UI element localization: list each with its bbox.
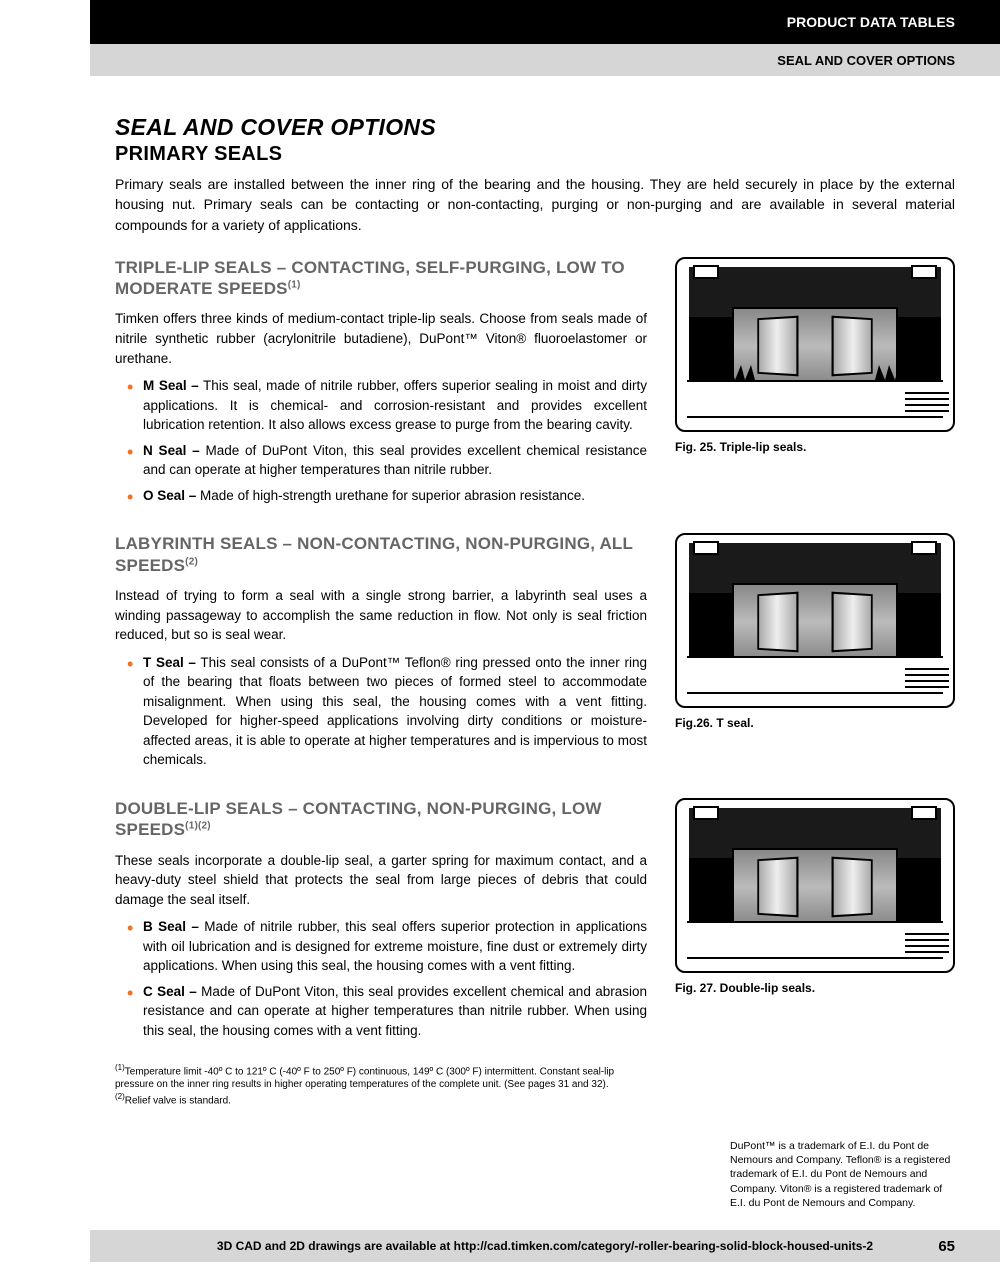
section-labyrinth: LABYRINTH SEALS – NON-CONTACTING, NON-PU… (115, 533, 955, 776)
figure-caption: Fig.26. T seal. (675, 716, 955, 730)
bullet-label: T Seal – (143, 655, 196, 670)
heading-sup: (2) (185, 556, 198, 567)
bullet-text: This seal, made of nitrile rubber, offer… (143, 378, 647, 432)
section-body: Timken offers three kinds of medium-cont… (115, 309, 647, 368)
list-item: M Seal – This seal, made of nitrile rubb… (127, 376, 647, 435)
header-black-bar: PRODUCT DATA TABLES (90, 0, 1000, 44)
figure-triple-lip (675, 257, 955, 432)
section-triple-lip: TRIPLE-LIP SEALS – CONTACTING, SELF-PURG… (115, 257, 955, 512)
figure-caption: Fig. 25. Triple-lip seals. (675, 440, 955, 454)
list-item: B Seal – Made of nitrile rubber, this se… (127, 917, 647, 976)
bullet-text: Made of nitrile rubber, this seal offers… (143, 919, 647, 973)
list-item: T Seal – This seal consists of a DuPont™… (127, 653, 647, 770)
section-heading: TRIPLE-LIP SEALS – CONTACTING, SELF-PURG… (115, 257, 647, 300)
trademark-note: DuPont™ is a trademark of E.I. du Pont d… (730, 1139, 955, 1210)
heading-text: LABYRINTH SEALS – NON-CONTACTING, NON-PU… (115, 534, 633, 574)
figure-t-seal (675, 533, 955, 708)
heading-sup: (1)(2) (185, 821, 211, 832)
bullet-text: This seal consists of a DuPont™ Teflon® … (143, 655, 647, 768)
footnote-1: (1)Temperature limit -40º C to 121º C (-… (115, 1063, 635, 1092)
bullet-label: O Seal – (143, 488, 196, 503)
bullet-list: B Seal – Made of nitrile rubber, this se… (115, 917, 647, 1040)
bullet-list: T Seal – This seal consists of a DuPont™… (115, 653, 647, 770)
bullet-label: M Seal – (143, 378, 199, 393)
bullet-label: N Seal – (143, 443, 200, 458)
bullet-text: Made of DuPont Viton, this seal provides… (143, 443, 647, 478)
page-content: SEAL AND COVER OPTIONS PRIMARY SEALS Pri… (0, 76, 1000, 1108)
heading-sup: (1) (288, 279, 301, 290)
section-body: These seals incorporate a double-lip sea… (115, 851, 647, 910)
sub-title: PRIMARY SEALS (115, 143, 955, 166)
page-number: 65 (938, 1238, 955, 1255)
figure-double-lip (675, 798, 955, 973)
bullet-text: Made of DuPont Viton, this seal provides… (143, 984, 647, 1038)
footnotes: (1)Temperature limit -40º C to 121º C (-… (115, 1063, 635, 1108)
figure-caption: Fig. 27. Double-lip seals. (675, 981, 955, 995)
bullet-label: B Seal – (143, 919, 199, 934)
footer-text: 3D CAD and 2D drawings are available at … (217, 1239, 873, 1253)
list-item: O Seal – Made of high-strength urethane … (127, 486, 647, 506)
section-body: Instead of trying to form a seal with a … (115, 586, 647, 645)
bullet-label: C Seal – (143, 984, 197, 999)
section-heading: DOUBLE-LIP SEALS – CONTACTING, NON-PURGI… (115, 798, 647, 841)
header-grey-bar: SEAL AND COVER OPTIONS (90, 44, 1000, 76)
list-item: N Seal – Made of DuPont Viton, this seal… (127, 441, 647, 480)
bullet-list: M Seal – This seal, made of nitrile rubb… (115, 376, 647, 505)
list-item: C Seal – Made of DuPont Viton, this seal… (127, 982, 647, 1041)
footnote-2: (2)Relief valve is standard. (115, 1092, 635, 1108)
footer-bar: 3D CAD and 2D drawings are available at … (90, 1230, 1000, 1262)
main-title: SEAL AND COVER OPTIONS (115, 114, 955, 141)
heading-text: DOUBLE-LIP SEALS – CONTACTING, NON-PURGI… (115, 799, 602, 839)
bullet-text: Made of high-strength urethane for super… (196, 488, 585, 503)
section-double-lip: DOUBLE-LIP SEALS – CONTACTING, NON-PURGI… (115, 798, 955, 1047)
section-heading: LABYRINTH SEALS – NON-CONTACTING, NON-PU… (115, 533, 647, 576)
heading-text: TRIPLE-LIP SEALS – CONTACTING, SELF-PURG… (115, 258, 625, 298)
intro-paragraph: Primary seals are installed between the … (115, 174, 955, 235)
